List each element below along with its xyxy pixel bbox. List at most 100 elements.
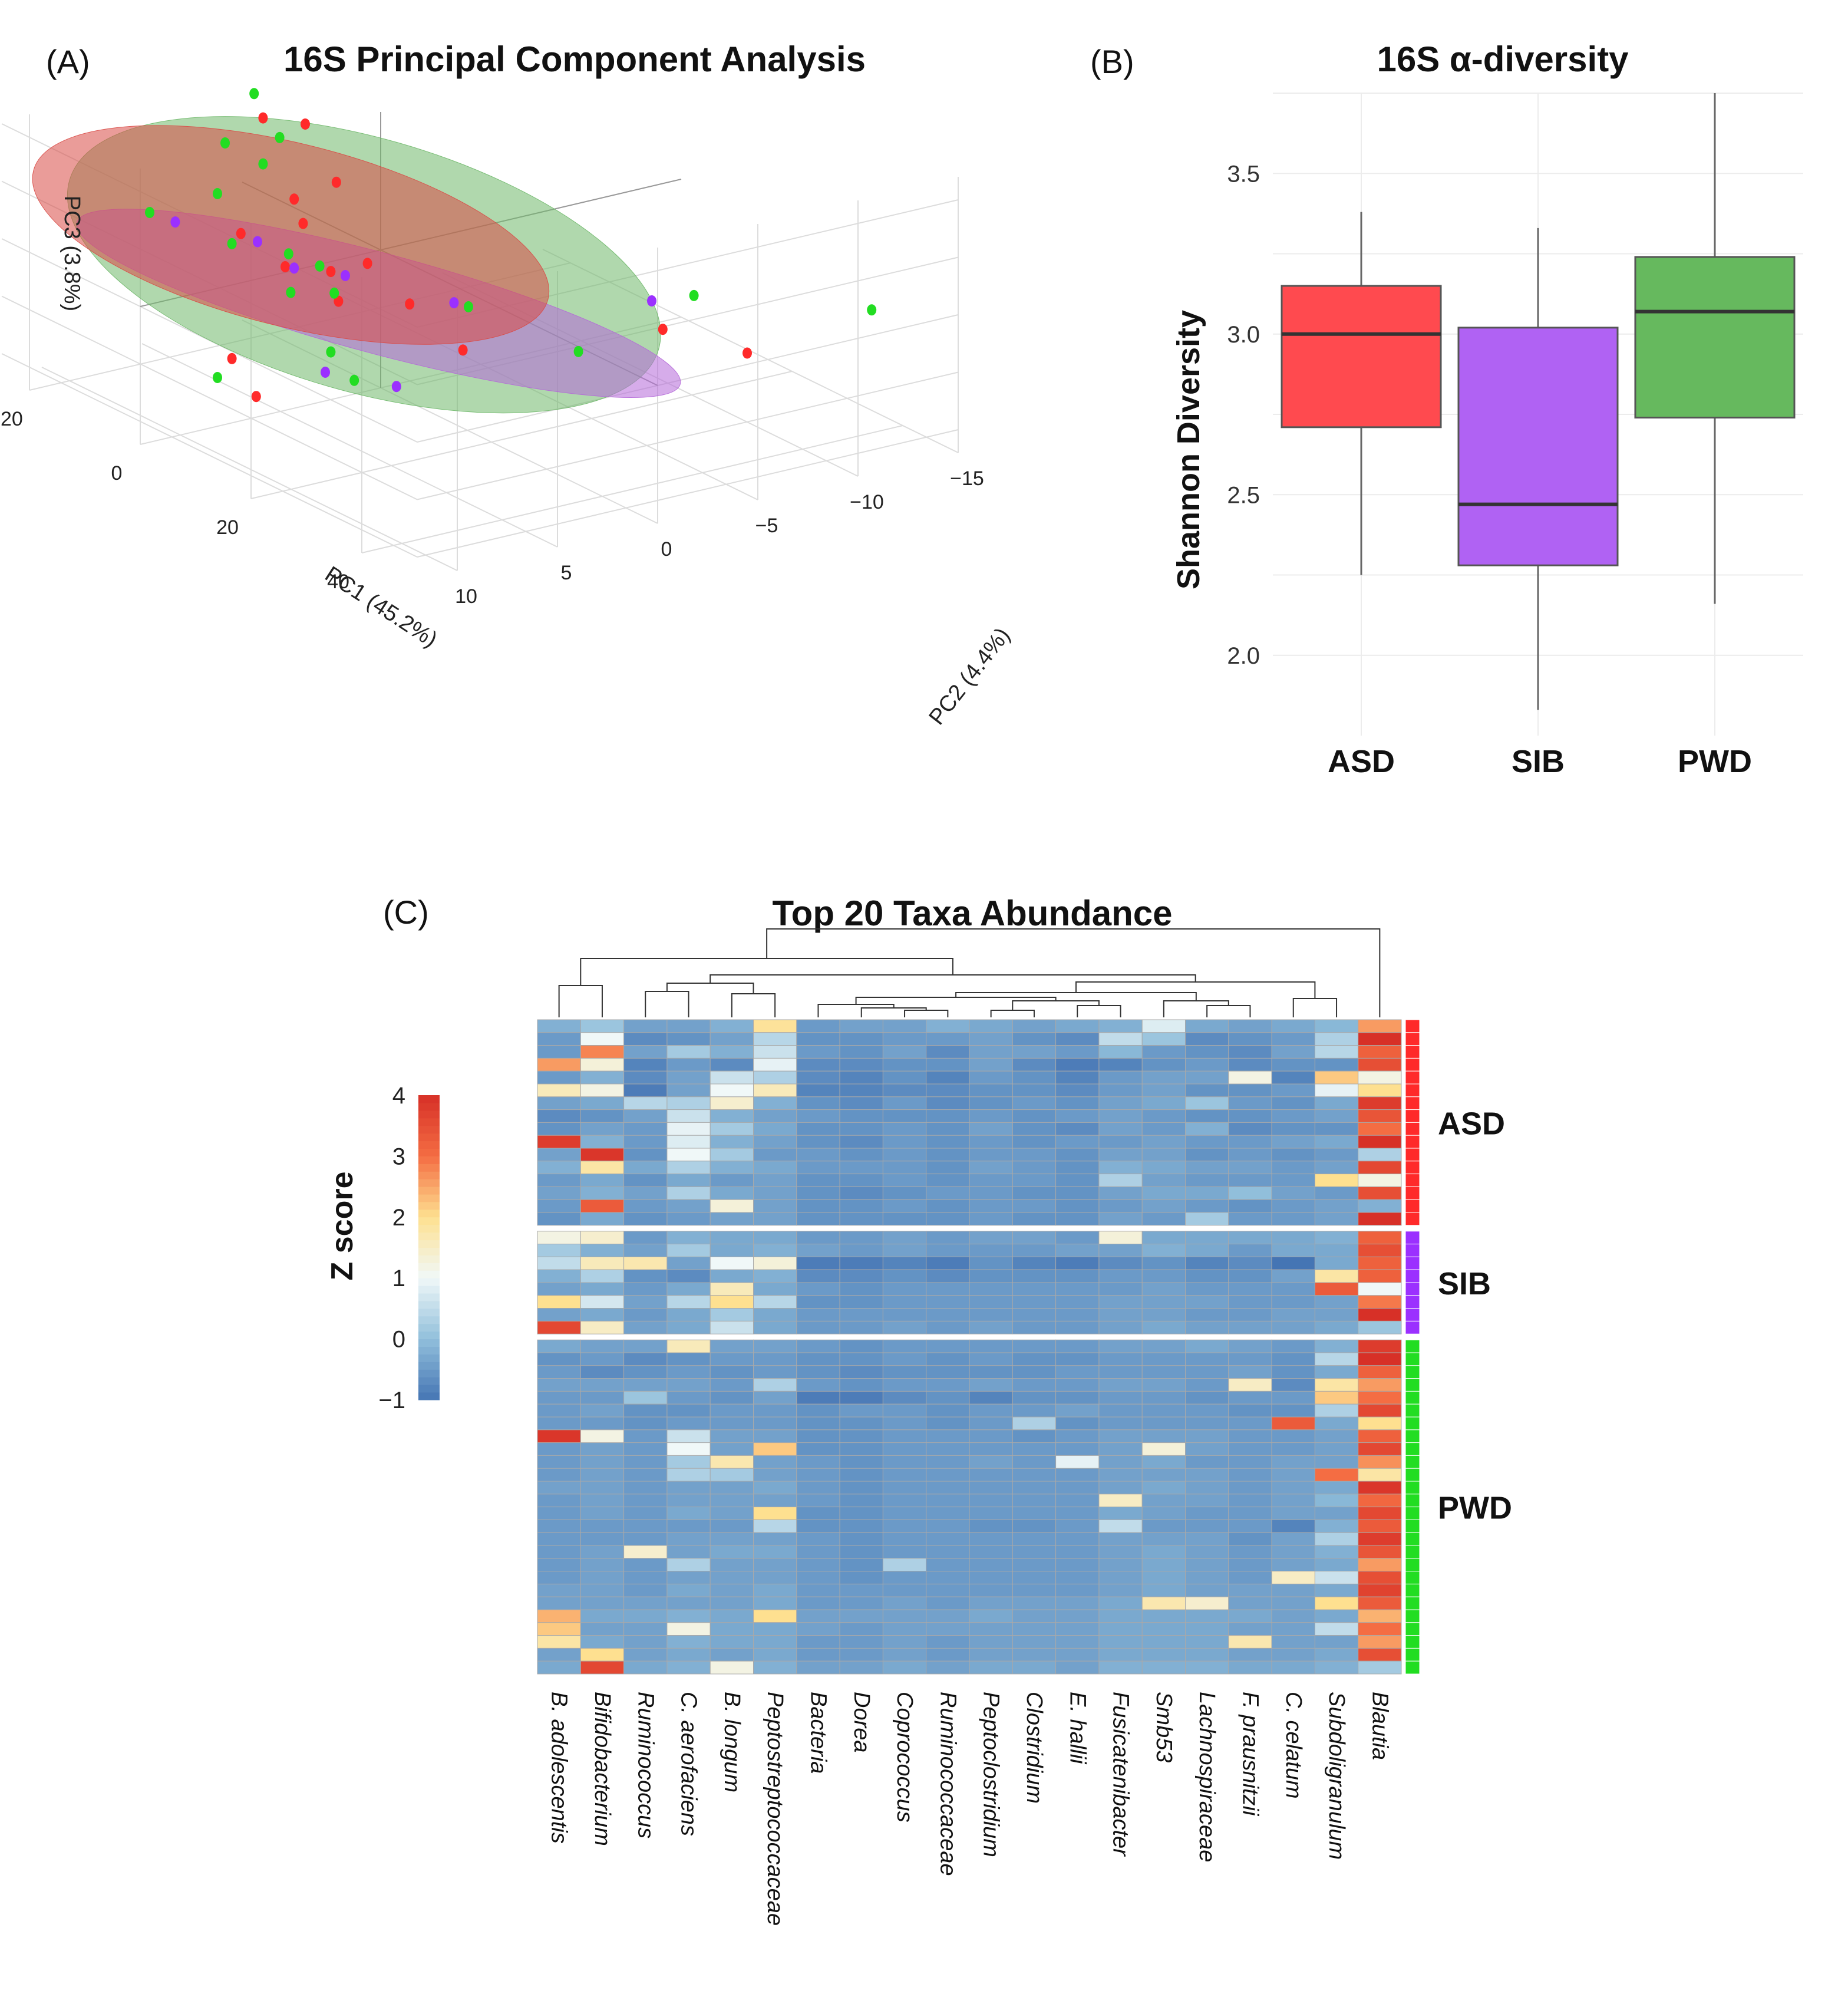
- heatmap-cell: [1098, 1647, 1143, 1662]
- heatmap-cell: [666, 1135, 711, 1149]
- heatmap-cell: [1012, 1352, 1057, 1366]
- point-PWD: [286, 286, 296, 298]
- heatmap-cell: [926, 1256, 970, 1270]
- heatmap-cell: [1098, 1032, 1143, 1046]
- heatmap-cell: [623, 1186, 668, 1200]
- heatmap-cell: [926, 1308, 970, 1321]
- heatmap-cell: [666, 1429, 711, 1444]
- heatmap-cell: [1012, 1256, 1057, 1270]
- heatmap-cell: [753, 1199, 797, 1213]
- heatmap-cell: [1271, 1269, 1315, 1283]
- y-tick-label: 2.5: [1227, 482, 1260, 508]
- heatmap-cell: [666, 1416, 711, 1431]
- heatmap-cell: [1055, 1244, 1100, 1257]
- heatmap-cell: [623, 1096, 668, 1110]
- x-tick-label: −20: [0, 408, 23, 430]
- heatmap-cell: [1098, 1161, 1143, 1175]
- heatmap-cell: [1228, 1148, 1272, 1162]
- y-tick-label: 2.0: [1227, 643, 1260, 669]
- heatmap-cell: [1358, 1045, 1402, 1059]
- heatmap-cell: [796, 1622, 840, 1636]
- heatmap-cell: [753, 1231, 797, 1245]
- heatmap-cell: [969, 1045, 1013, 1059]
- heatmap-cell: [710, 1083, 754, 1098]
- heatmap-cell: [1271, 1378, 1315, 1392]
- heatmap-cell: [666, 1609, 711, 1623]
- heatmap-cell: [1012, 1390, 1057, 1405]
- heatmap-cell: [1141, 1339, 1186, 1353]
- heatmap-cell: [623, 1231, 668, 1245]
- heatmap-cell: [1055, 1545, 1100, 1559]
- heatmap-cell: [1314, 1635, 1359, 1649]
- heatmap-cell: [969, 1199, 1013, 1213]
- heatmap-cell: [926, 1231, 970, 1245]
- heatmap-cell: [1358, 1122, 1402, 1136]
- heatmap-cell: [882, 1295, 927, 1309]
- grid-line-floor-y: [141, 343, 558, 548]
- heatmap-cell: [710, 1057, 754, 1072]
- legend-color-step: [418, 1385, 440, 1393]
- heatmap-cell: [710, 1532, 754, 1546]
- heatmap-cell: [839, 1622, 883, 1636]
- group-annotation-cell: [1405, 1622, 1420, 1636]
- heatmap-cell: [839, 1096, 883, 1110]
- point-ASD: [258, 112, 268, 124]
- heatmap-cell: [753, 1647, 797, 1662]
- group-annotation-cell: [1405, 1045, 1420, 1059]
- heatmap-cell: [623, 1212, 668, 1226]
- heatmap-cell: [969, 1468, 1013, 1482]
- heatmap-cell: [926, 1378, 970, 1392]
- heatmap-cell: [1314, 1647, 1359, 1662]
- heatmap-cell: [666, 1148, 711, 1162]
- group-label-PWD: PWD: [1438, 1491, 1512, 1526]
- heatmap-cell: [1271, 1609, 1315, 1623]
- heatmap-cell: [710, 1212, 754, 1226]
- heatmap-cell: [839, 1295, 883, 1309]
- heatmap-cell: [1185, 1186, 1229, 1200]
- heatmap-cell: [537, 1390, 581, 1405]
- heatmap-cell: [926, 1148, 970, 1162]
- heatmap-cell: [1358, 1558, 1402, 1572]
- heatmap-cell: [710, 1455, 754, 1469]
- heatmap-cell: [1228, 1545, 1272, 1559]
- heatmap-cell: [839, 1244, 883, 1257]
- group-annotation-cell: [1405, 1571, 1420, 1584]
- heatmap-cell: [710, 1596, 754, 1610]
- heatmap-cell: [796, 1122, 840, 1136]
- heatmap-cell: [537, 1352, 581, 1366]
- heatmap-cell: [1228, 1135, 1272, 1149]
- heatmap-cell: [1228, 1231, 1272, 1245]
- group-annotation-cell: [1405, 1481, 1420, 1495]
- heatmap-cell: [839, 1468, 883, 1482]
- heatmap-cell: [1358, 1442, 1402, 1456]
- heatmap-cell: [1314, 1174, 1359, 1187]
- heatmap-cell: [753, 1161, 797, 1175]
- heatmap-cell: [1185, 1429, 1229, 1444]
- heatmap-cell: [882, 1045, 927, 1059]
- heatmap-cell: [1358, 1635, 1402, 1649]
- heatmap-cell: [1314, 1282, 1359, 1296]
- heatmap-cell: [753, 1122, 797, 1136]
- taxon-label: E. hallii: [1065, 1692, 1090, 1765]
- panel-c-letter: (C): [383, 894, 429, 931]
- heatmap-cell: [1098, 1045, 1143, 1059]
- heatmap-cell: [1228, 1532, 1272, 1546]
- point-PWD: [329, 287, 339, 299]
- taxon-label: Smb53: [1151, 1692, 1176, 1762]
- heatmap-cell: [537, 1320, 581, 1334]
- heatmap-cell: [1098, 1320, 1143, 1334]
- legend-color-step: [418, 1270, 440, 1278]
- heatmap-cell: [926, 1339, 970, 1353]
- heatmap-cell: [1314, 1365, 1359, 1379]
- heatmap-cell: [1141, 1174, 1186, 1187]
- heatmap-cell: [1228, 1583, 1272, 1597]
- heatmap-cell: [710, 1148, 754, 1162]
- heatmap-cell: [753, 1212, 797, 1226]
- heatmap-cell: [1314, 1660, 1359, 1675]
- heatmap-cell: [710, 1494, 754, 1508]
- heatmap-cell: [1141, 1070, 1186, 1085]
- heatmap-cell: [1314, 1507, 1359, 1520]
- heatmap-cell: [580, 1378, 625, 1392]
- heatmap-cell: [1141, 1135, 1186, 1149]
- heatmap-cell: [1141, 1378, 1186, 1392]
